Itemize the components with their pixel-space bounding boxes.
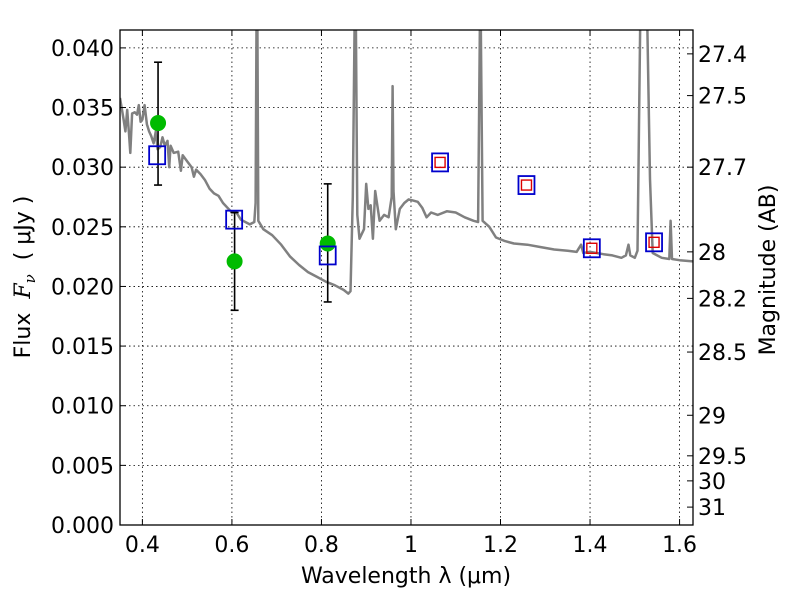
x-tick-label: 0.8 — [304, 533, 339, 558]
observed-square — [648, 236, 660, 249]
y2-tick-label: 30 — [698, 470, 726, 495]
plot-frame — [119, 29, 694, 526]
x-tick-label: 0.4 — [125, 533, 160, 558]
model-square — [582, 238, 601, 259]
x-tick-label: 1 — [404, 533, 418, 558]
model-square — [318, 245, 337, 266]
y-axis-label-symbol: F — [11, 283, 36, 300]
y-tick-label: 0.025 — [51, 216, 114, 241]
model-square — [148, 145, 167, 166]
y-axis-label-suffix: ( μJy ) — [11, 196, 36, 275]
y-tick-label: 0.020 — [51, 275, 114, 300]
spectrum-layer — [120, 30, 693, 295]
y-axis-label-prefix: Flux — [11, 299, 36, 359]
y2-tick-label: 31 — [698, 496, 726, 521]
photometry-layer — [148, 61, 663, 312]
y2-tick-label: 28 — [698, 241, 726, 266]
x-tick-label: 1.6 — [662, 533, 697, 558]
y-tick-label: 0.040 — [51, 37, 114, 62]
y2-tick-label: 29 — [698, 404, 726, 429]
y2-tick-label: 27.7 — [698, 156, 747, 181]
y2-axis-label: Magnitude (AB) — [756, 185, 781, 356]
y-tick-label: 0.015 — [51, 335, 114, 360]
y2-tick-label: 28.5 — [698, 341, 747, 366]
model-square — [225, 209, 244, 230]
y2-tick-label: 29.5 — [698, 445, 747, 470]
observed-point — [319, 235, 336, 252]
y-axis-label: Flux Fν ( μJy ) — [11, 196, 39, 359]
y-tick-label: 0.030 — [51, 156, 114, 181]
x-axis-label: Wavelength λ (μm) — [301, 564, 511, 589]
grid-lines — [120, 30, 693, 525]
observed-square — [520, 179, 533, 191]
model-square — [645, 232, 663, 253]
y2-tick-label: 28.2 — [698, 287, 747, 312]
x-tick-label: 0.6 — [214, 533, 249, 558]
y-tick-label: 0.010 — [51, 395, 114, 420]
observed-square — [434, 156, 446, 169]
spectrum-line — [120, 30, 693, 295]
y-tick-label: 0.005 — [51, 454, 114, 479]
y-tick-label: 0.000 — [51, 514, 114, 539]
y2-tick-label: 27.4 — [698, 43, 747, 68]
y-axis-label-subscript: ν — [21, 274, 39, 283]
observed-point — [150, 115, 167, 132]
model-square — [517, 175, 536, 195]
model-square — [431, 152, 449, 173]
observed-point — [226, 253, 243, 270]
axis-ticks: 0.4 0.6 0.8 1 1.2 1.4 1.6 0.000 0.005 0.010 0.015 0… — [51, 30, 747, 558]
y-tick-label: 0.035 — [51, 97, 114, 122]
x-tick-label: 1.4 — [573, 533, 608, 558]
y2-tick-label: 27.5 — [698, 85, 747, 110]
x-tick-label: 1.2 — [483, 533, 518, 558]
observed-square — [586, 242, 598, 254]
